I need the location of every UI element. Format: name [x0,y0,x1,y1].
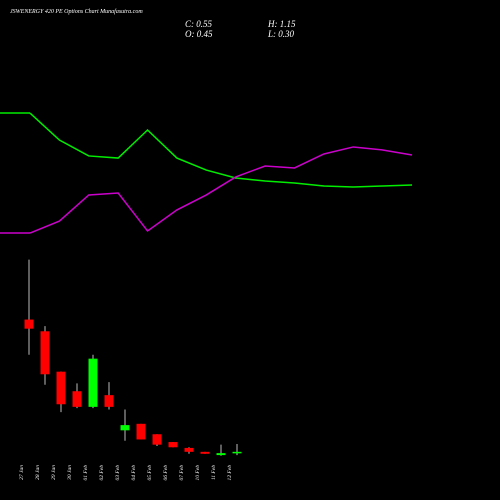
x-tick-label: 27 Jan [19,465,25,480]
candle-body [136,423,146,440]
candle-body [216,453,226,456]
x-tick-label: 29 Jan [51,465,57,480]
high-label: H: 1.15 [267,19,296,29]
x-tick-label: 04 Feb [130,465,137,481]
x-tick-label: 06 Feb [163,465,169,481]
indicator-line [29,112,413,188]
candle-body [40,331,50,375]
chart-title: JSWENERGY 420 PE Options Chart Munafasut… [10,8,143,15]
low-label: L: 0.30 [267,29,295,39]
x-tick-label: 28 Jan [35,465,41,480]
candle-body [184,447,194,452]
x-tick-label: 10 Feb [195,465,201,481]
candle-body [24,319,34,329]
candle-body [88,358,98,407]
x-tick-label: 03 Feb [115,465,121,481]
candle-body [232,451,242,454]
indicator-line [29,146,413,234]
candle-body [56,371,66,405]
candle-body [152,434,162,445]
candle-body [200,451,210,454]
x-tick-label: 12 Feb [227,465,233,481]
x-tick-label: 11 Feb [211,465,217,480]
candle-body [120,425,130,431]
x-tick-label: 02 Feb [99,465,105,481]
open-label: O: 0.45 [185,29,213,39]
x-tick-label: 07 Feb [179,465,185,481]
candle-body [168,442,178,448]
candle-body [104,395,114,407]
close-label: C: 0.55 [185,19,213,29]
candle-body [72,391,82,407]
x-tick-label: 01 Feb [83,465,89,481]
x-tick-label: 05 Feb [147,465,153,481]
x-tick-label: 30 Jan [67,465,73,481]
